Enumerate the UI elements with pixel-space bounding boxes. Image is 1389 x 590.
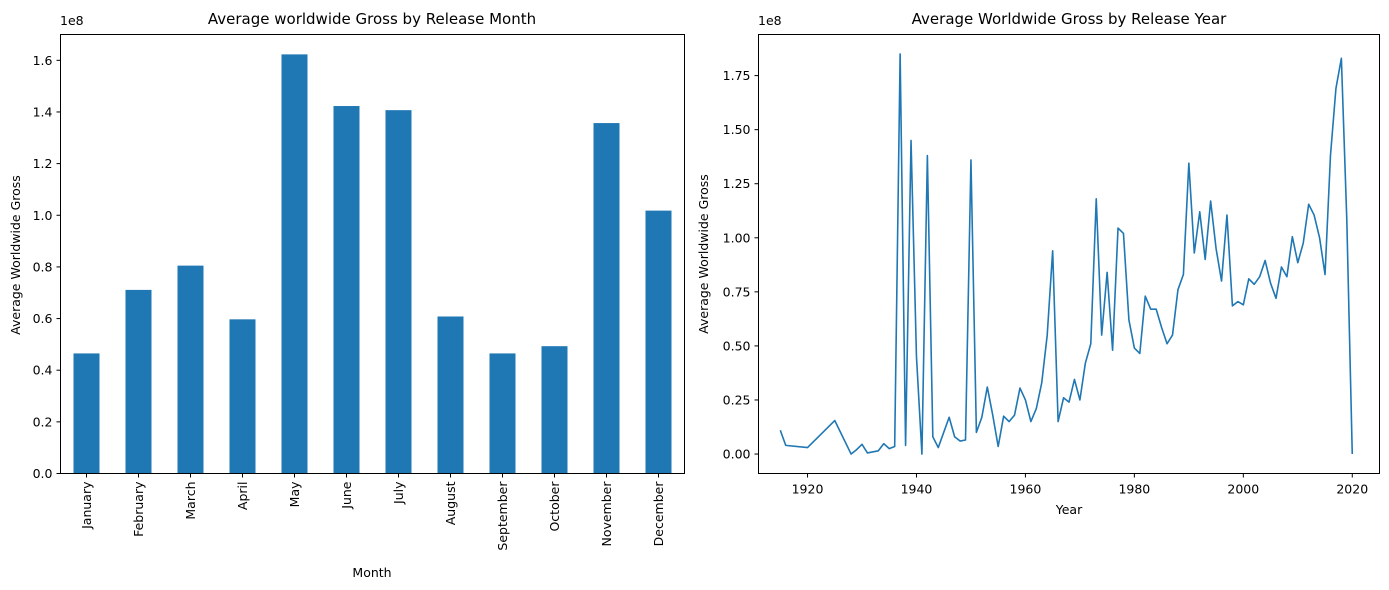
bar-chart-y-tick-label: 0.2 <box>33 414 53 429</box>
bar-november <box>593 123 620 474</box>
bar-chart-x-tick-label: December <box>651 481 666 547</box>
bar-september <box>489 353 516 474</box>
line-chart-xlabel: Year <box>1055 502 1083 517</box>
line-chart-ylabel: Average Worldwide Gross <box>696 174 711 334</box>
line-chart-panel: Average Worldwide Gross by Release Year … <box>696 10 1380 517</box>
bar-chart-x-tick-label: April <box>235 482 250 511</box>
bar-march <box>177 265 204 474</box>
bar-january <box>73 353 100 474</box>
bar-april <box>229 319 256 474</box>
line-chart-x-tick-label: 2020 <box>1336 482 1368 497</box>
bar-chart-y-tick-label: 0.6 <box>33 311 53 326</box>
line-chart-series-line <box>779 53 1354 455</box>
bar-chart-frame <box>60 34 685 474</box>
bar-chart-x-tick-label: March <box>183 482 198 520</box>
line-chart-y-tick-label: 1.50 <box>723 122 751 137</box>
bar-chart-ylabel: Average Worldwide Gross <box>8 175 23 335</box>
bar-chart-x-tick-label: August <box>443 481 458 525</box>
bar-chart-x-ticks: January February March April May June July Augu… <box>79 473 666 551</box>
bar-chart-y-tick-label: 1.6 <box>33 53 53 68</box>
bar-chart-x-tick-label: January <box>79 481 94 530</box>
bar-chart-y-tick-label: 0.0 <box>33 466 53 481</box>
bar-chart-y-tick-label: 1.2 <box>33 156 53 171</box>
bar-may <box>281 54 308 474</box>
bar-chart-x-tick-label: May <box>287 481 302 507</box>
bar-chart-xlabel: Month <box>352 565 391 580</box>
bar-chart-title: Average worldwide Gross by Release Month <box>208 10 536 28</box>
line-chart-y-tick-label: 0.25 <box>723 392 751 407</box>
bar-chart-panel: Average worldwide Gross by Release Month… <box>8 10 685 580</box>
line-chart-x-tick-label: 2000 <box>1227 482 1259 497</box>
line-chart-y-tick-label: 0.50 <box>723 338 751 353</box>
bar-chart-y-tick-label: 1.4 <box>33 104 53 119</box>
bar-chart-y-tick-label: 0.4 <box>33 363 53 378</box>
line-chart-x-tick-label: 1980 <box>1118 482 1150 497</box>
bar-february <box>125 289 152 474</box>
line-chart-offset-label: 1e8 <box>758 13 782 28</box>
line-chart-x-tick-label: 1960 <box>1010 482 1042 497</box>
bar-chart-x-tick-label: July <box>391 481 406 505</box>
bar-december <box>645 210 672 474</box>
line-chart-frame <box>758 34 1380 474</box>
bar-chart-y-ticks: 0.0 0.2 0.4 0.6 0.8 1.0 1.2 1.4 1.6 <box>33 53 61 481</box>
bar-june <box>333 106 360 474</box>
bar-chart-bars <box>73 54 672 474</box>
bar-chart-y-tick-label: 1.0 <box>33 208 53 223</box>
line-chart-x-tick-label: 1920 <box>792 482 824 497</box>
bar-chart-x-tick-label: October <box>547 481 562 532</box>
bar-chart-x-tick-label: June <box>339 481 354 510</box>
bar-october <box>541 346 568 474</box>
bar-chart-x-tick-label: September <box>495 481 510 551</box>
bar-august <box>437 316 464 474</box>
bar-chart-x-tick-label: February <box>131 481 146 537</box>
bar-chart-y-tick-label: 0.8 <box>33 259 53 274</box>
line-chart-y-tick-label: 0.75 <box>723 284 751 299</box>
line-chart-y-ticks: 0.00 0.25 0.50 0.75 1.00 1.25 1.50 1.75 <box>723 68 759 462</box>
line-chart-x-ticks: 1920 1940 1960 1980 2000 2020 <box>792 473 1368 497</box>
bar-chart-x-tick-label: November <box>599 481 614 547</box>
bar-chart-offset-label: 1e8 <box>60 13 84 28</box>
line-chart-y-tick-label: 0.00 <box>723 447 751 462</box>
line-chart-y-tick-label: 1.25 <box>723 176 751 191</box>
line-chart-x-tick-label: 1940 <box>901 482 933 497</box>
bar-july <box>385 110 412 474</box>
line-chart-title: Average Worldwide Gross by Release Year <box>912 10 1227 28</box>
line-chart-y-tick-label: 1.75 <box>723 68 751 83</box>
line-chart-y-tick-label: 1.00 <box>723 230 751 245</box>
